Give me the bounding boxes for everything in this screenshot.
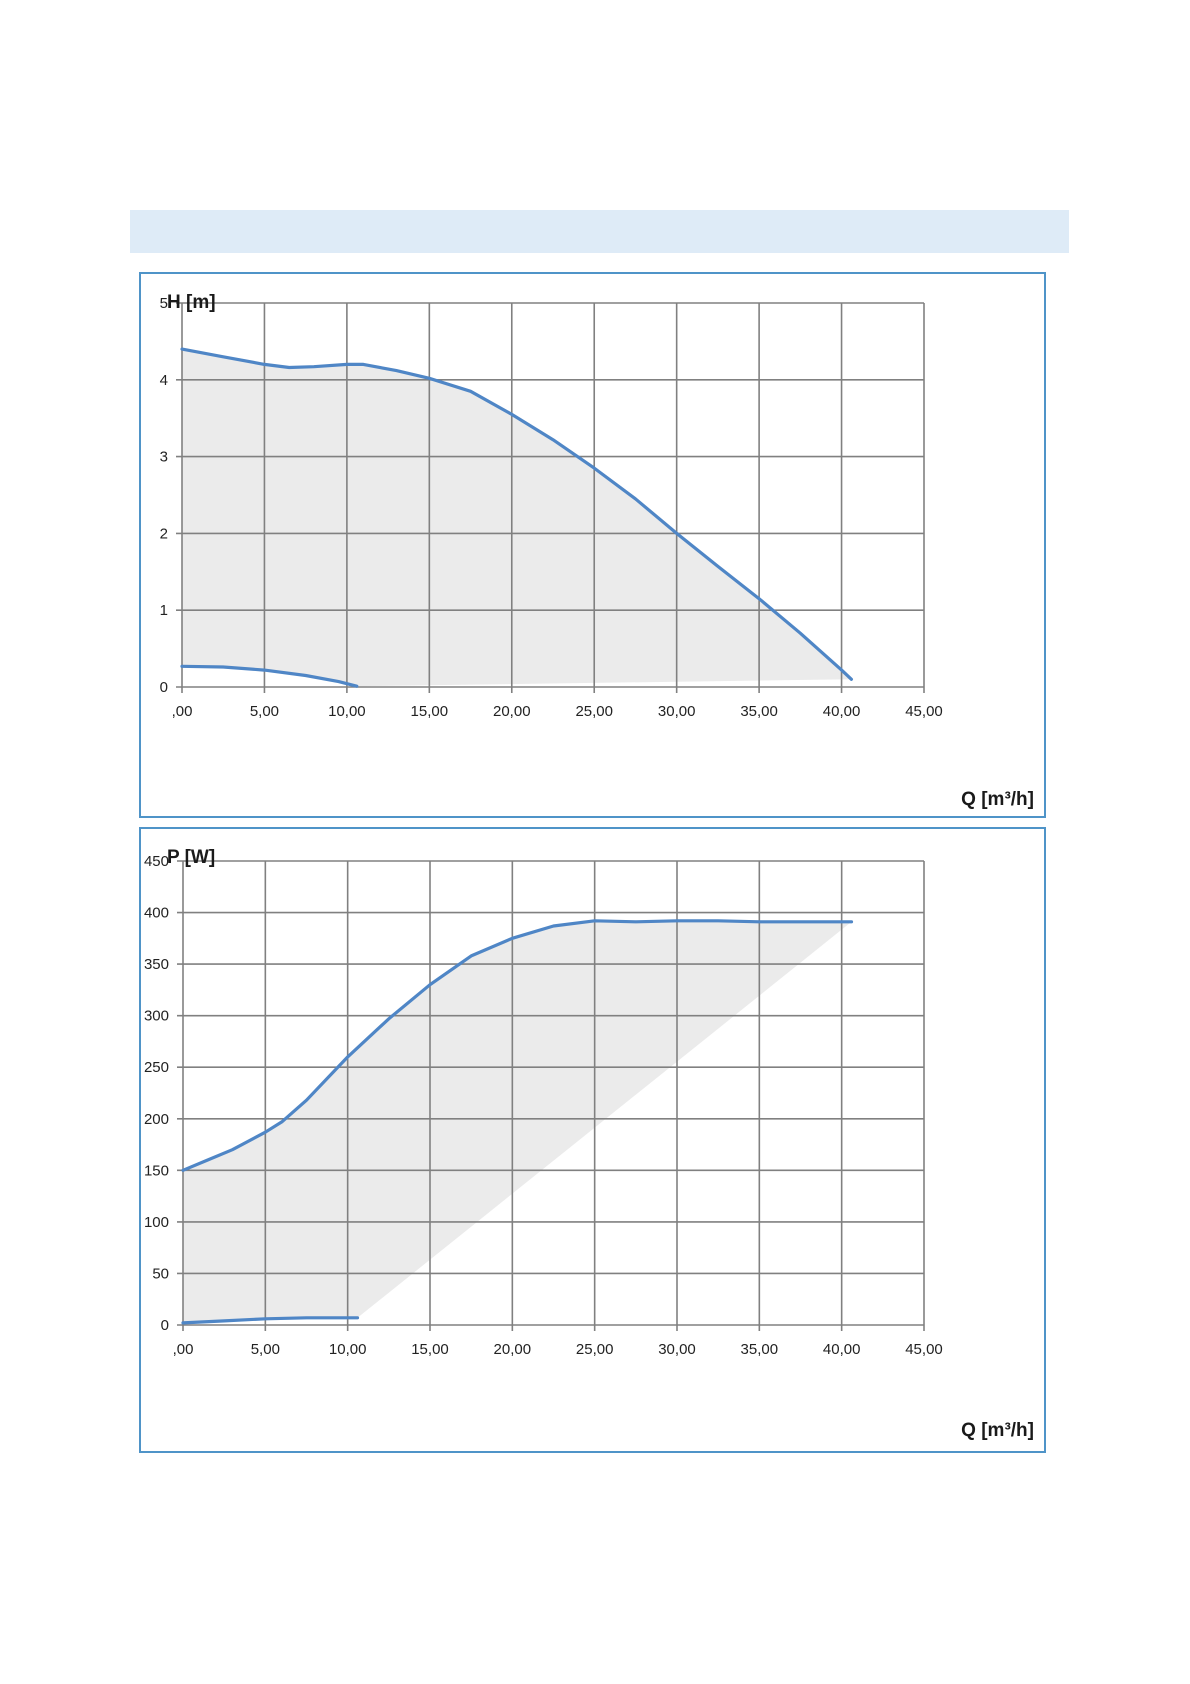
- y-tick-label: 200: [144, 1111, 169, 1128]
- x-tick-label: 35,00: [740, 703, 778, 720]
- power-chart-panel: ,00 5,00 10,00 15,00 20,00 25,00 30,00 35,00 40,…: [139, 827, 1046, 1453]
- x-tick-label: 25,00: [576, 1341, 614, 1358]
- x-tick-label: 10,00: [329, 1341, 367, 1358]
- y-tick-label: 400: [144, 905, 169, 922]
- x-tick-label: 5,00: [251, 1341, 280, 1358]
- x-tick-label: 30,00: [658, 1341, 696, 1358]
- head-chart-panel: ,00 5,00 10,00 15,00 20,00 25,00 30,00 35,00 40,…: [139, 272, 1046, 818]
- y-tick-label: 3: [160, 449, 168, 466]
- y-tick-label: 0: [161, 1317, 169, 1334]
- plot-area: ,00 5,00 10,00 15,00 20,00 25,00 30,00 35,00 40,…: [144, 853, 943, 1358]
- min-curve-line: [181, 1316, 360, 1325]
- x-tick-label: 15,00: [411, 1341, 449, 1358]
- y-tick-label: 5: [160, 295, 168, 312]
- x-tick-label: 35,00: [741, 1341, 779, 1358]
- x-tick-label: 10,00: [328, 703, 366, 720]
- y-tick-label: 0: [160, 679, 168, 696]
- max-curve-line: [180, 347, 853, 681]
- x-tick-label: ,00: [172, 703, 193, 720]
- power-chart: ,00 5,00 10,00 15,00 20,00 25,00 30,00 35,00 40,…: [144, 847, 1034, 1441]
- x-axis-label: Q [m³/h]: [961, 1420, 1034, 1441]
- x-tick-label: 15,00: [411, 703, 449, 720]
- y-tick-label: 350: [144, 956, 169, 973]
- y-tick-label: 100: [144, 1214, 169, 1231]
- x-tick-label: 40,00: [823, 1341, 861, 1358]
- x-tick-label: 25,00: [575, 703, 613, 720]
- y-axis-label: P [W]: [167, 847, 215, 868]
- operating-region-fill: [182, 349, 852, 687]
- y-axis-label: H [m]: [167, 292, 216, 313]
- section-header-band: [130, 210, 1069, 253]
- x-tick-label: 45,00: [905, 1341, 943, 1358]
- plot-area: ,00 5,00 10,00 15,00 20,00 25,00 30,00 35,00 40,…: [160, 295, 943, 720]
- y-tick-label: 50: [152, 1265, 169, 1282]
- head-chart: ,00 5,00 10,00 15,00 20,00 25,00 30,00 35,00 40,…: [160, 292, 1034, 810]
- x-tick-label: ,00: [173, 1341, 194, 1358]
- y-tick-label: 1: [160, 602, 168, 619]
- x-tick-label: 30,00: [658, 703, 696, 720]
- x-tick-label: 20,00: [493, 703, 531, 720]
- y-tick-label: 250: [144, 1059, 169, 1076]
- y-tick-label: 450: [144, 853, 169, 870]
- x-tick-label: 20,00: [494, 1341, 532, 1358]
- x-tick-label: 5,00: [250, 703, 279, 720]
- x-tick-label: 45,00: [905, 703, 943, 720]
- x-tick-label: 40,00: [823, 703, 861, 720]
- y-tick-label: 2: [160, 525, 168, 542]
- y-tick-label: 150: [144, 1162, 169, 1179]
- min-curve-line: [180, 664, 359, 688]
- max-curve-line: [181, 919, 854, 1172]
- y-tick-label: 300: [144, 1008, 169, 1025]
- y-tick-label: 4: [160, 372, 168, 389]
- x-axis-label: Q [m³/h]: [961, 789, 1034, 810]
